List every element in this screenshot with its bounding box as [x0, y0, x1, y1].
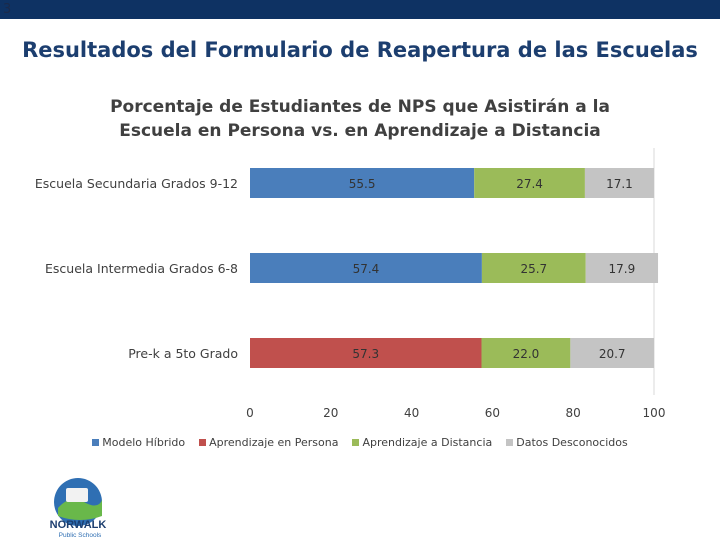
- logo-text: NORWALK: [50, 519, 107, 531]
- bar-segment: [250, 253, 482, 283]
- bar-segment: [481, 338, 571, 368]
- legend-swatch-hybrid: [92, 439, 100, 446]
- data-label: 20.7: [599, 347, 626, 361]
- data-label: 17.9: [609, 262, 636, 276]
- data-label: 57.4: [353, 262, 380, 276]
- header-bar: [0, 0, 720, 19]
- legend-swatch-in-person: [199, 439, 207, 446]
- logo-subtext: Public Schools: [59, 532, 102, 539]
- norwalk-logo: NORWALK Public Schools: [50, 478, 107, 539]
- data-label: 25.7: [520, 262, 547, 276]
- legend-label-in-person: Aprendizaje en Persona: [209, 436, 339, 449]
- legend-label-hybrid: Modelo Híbrido: [102, 436, 186, 449]
- bar-segment: [585, 253, 659, 283]
- chart-legend: Modelo Híbrido Aprendizaje en Persona Ap…: [0, 436, 720, 449]
- data-label: 22.0: [513, 347, 540, 361]
- bar-segment: [570, 338, 654, 368]
- category-label: Escuela Intermedia Grados 6-8: [45, 261, 238, 276]
- legend-item-hybrid: Modelo Híbrido: [92, 436, 185, 449]
- bar-segment: [474, 168, 585, 198]
- logo-book: [66, 488, 88, 502]
- legend-item-distance: Aprendizaje a Distancia: [352, 436, 492, 449]
- x-tick-label: 20: [323, 406, 338, 420]
- chart-title-line-2: Escuela en Persona vs. en Aprendizaje a …: [119, 121, 601, 141]
- logo-land: [58, 499, 102, 520]
- bar-segment: [481, 253, 586, 283]
- x-tick-label: 0: [246, 406, 254, 420]
- legend-label-distance: Aprendizaje a Distancia: [362, 436, 493, 449]
- chart-title: Porcentaje de Estudiantes de NPS que Asi…: [0, 95, 720, 143]
- bar-segment: [250, 168, 475, 198]
- legend-label-unknown: Datos Desconocidos: [516, 436, 628, 449]
- x-tick-label: 60: [485, 406, 500, 420]
- x-tick-label: 100: [643, 406, 666, 420]
- bar-segment: [584, 168, 654, 198]
- x-tick-label: 40: [404, 406, 419, 420]
- chart-title-line-1: Porcentaje de Estudiantes de NPS que Asi…: [110, 97, 610, 117]
- legend-item-unknown: Datos Desconocidos: [506, 436, 628, 449]
- data-label: 55.5: [349, 177, 376, 191]
- slide-title: Resultados del Formulario de Reapertura …: [22, 38, 698, 62]
- data-label: 27.4: [516, 177, 543, 191]
- bar-segment: [250, 338, 482, 368]
- x-tick-label: 80: [566, 406, 581, 420]
- category-label: Escuela Secundaria Grados 9-12: [35, 176, 238, 191]
- legend-swatch-unknown: [506, 439, 514, 446]
- legend-swatch-distance: [352, 439, 360, 446]
- category-label: Pre-k a 5to Grado: [128, 346, 238, 361]
- legend-item-in-person: Aprendizaje en Persona: [199, 436, 338, 449]
- data-label: 57.3: [352, 347, 379, 361]
- data-label: 17.1: [606, 177, 633, 191]
- slide-number: 3: [3, 2, 12, 17]
